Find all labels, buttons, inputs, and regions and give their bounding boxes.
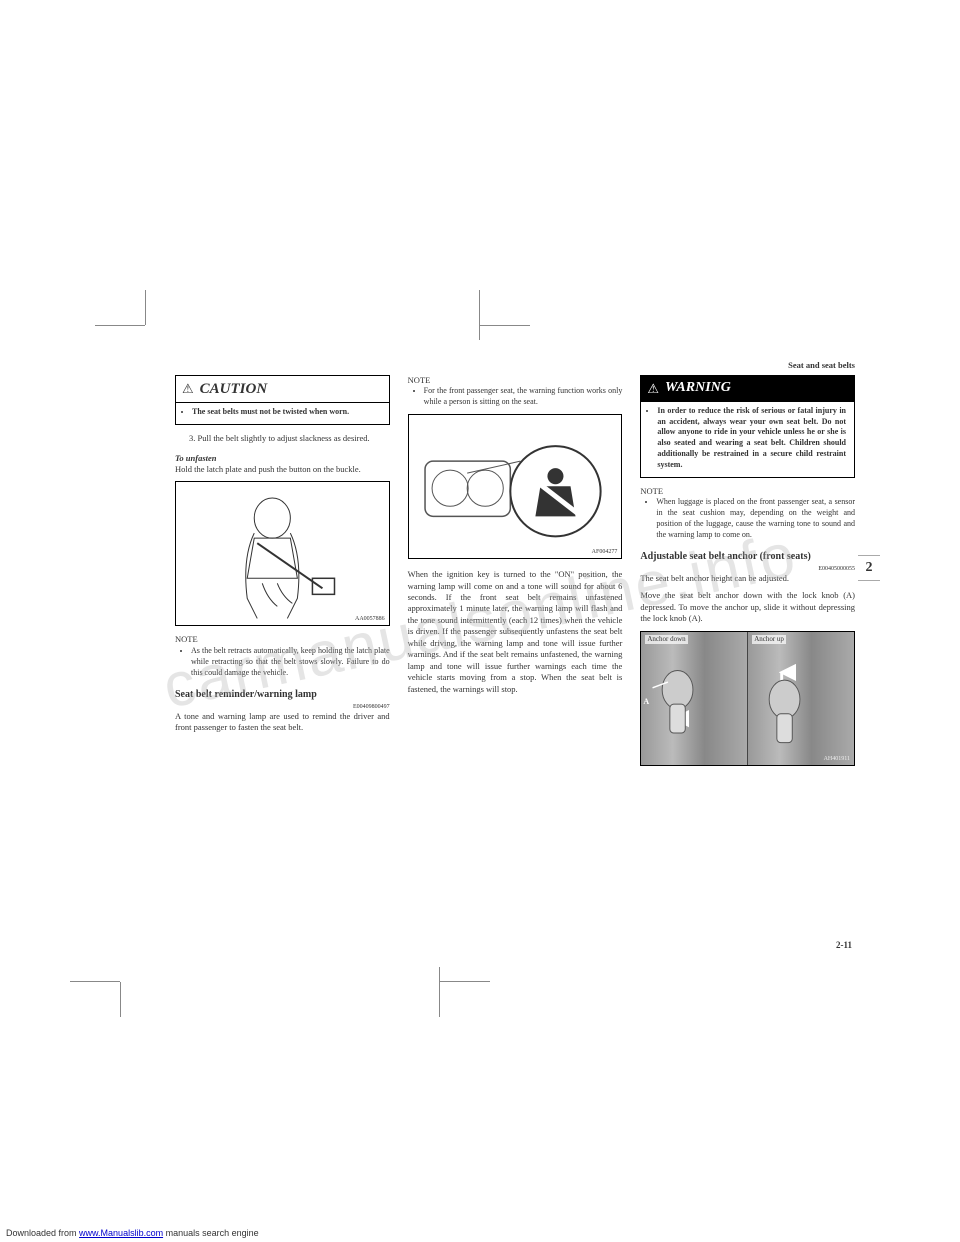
note-label-3: NOTE: [640, 486, 855, 497]
reminder-code: E00409800497: [175, 703, 390, 711]
note-item-2: For the front passenger seat, the warnin…: [424, 386, 623, 408]
note-label-2: NOTE: [408, 375, 623, 386]
caution-body: The seat belts must not be twisted when …: [192, 407, 381, 418]
note-label-1: NOTE: [175, 634, 390, 645]
image-ref-2: AF004277: [592, 548, 618, 556]
ignition-body: When the ignition key is turned to the "…: [408, 569, 623, 695]
note-item-3: When luggage is placed on the front pass…: [656, 497, 855, 540]
page-header: Seat and seat belts: [788, 360, 855, 370]
anchor-body-1: The seat belt anchor height can be adjus…: [640, 573, 855, 584]
footer-link[interactable]: www.Manualslib.com: [79, 1228, 163, 1238]
warning-lamp-illustration: AF004277: [408, 414, 623, 559]
warning-body: In order to reduce the risk of serious o…: [657, 406, 846, 471]
caution-box: ⚠ CAUTION The seat belts must not be twi…: [175, 375, 390, 425]
image-ref-3: AH401911: [824, 755, 850, 763]
caution-icon: ⚠: [182, 380, 194, 398]
unfasten-illustration: AA0057886: [175, 481, 390, 626]
reminder-heading: Seat belt reminder/warning lamp: [175, 688, 390, 702]
step-3: 3. Pull the belt slightly to adjust slac…: [189, 433, 390, 444]
page-content: ⚠ CAUTION The seat belts must not be twi…: [175, 375, 855, 935]
unfasten-heading: To unfasten: [175, 453, 390, 464]
warning-title: WARNING: [665, 379, 731, 398]
footer-post: manuals search engine: [163, 1228, 259, 1238]
footer: Downloaded from www.Manualslib.com manua…: [6, 1228, 259, 1238]
note-item-1: As the belt retracts automatically, keep…: [191, 646, 390, 678]
chapter-tab: 2: [858, 555, 880, 581]
caution-title: CAUTION: [200, 379, 268, 399]
warning-box: ⚠ WARNING In order to reduce the risk of…: [640, 375, 855, 478]
column-1: ⚠ CAUTION The seat belts must not be twi…: [175, 375, 390, 935]
column-2: NOTE For the front passenger seat, the w…: [408, 375, 623, 935]
anchor-code: E00405000055: [640, 565, 855, 573]
footer-pre: Downloaded from: [6, 1228, 79, 1238]
page-number: 2-11: [836, 940, 852, 950]
reminder-body: A tone and warning lamp are used to remi…: [175, 711, 390, 734]
unfasten-body: Hold the latch plate and push the button…: [175, 464, 390, 475]
anchor-heading: Adjustable seat belt anchor (front seats…: [640, 550, 855, 564]
anchor-body-2: Move the seat belt anchor down with the …: [640, 590, 855, 624]
image-ref-1: AA0057886: [355, 615, 385, 623]
anchor-illustration: Anchor down A Anchor up: [640, 631, 855, 766]
column-3: ⚠ WARNING In order to reduce the risk of…: [640, 375, 855, 935]
warning-icon: ⚠: [647, 380, 659, 398]
